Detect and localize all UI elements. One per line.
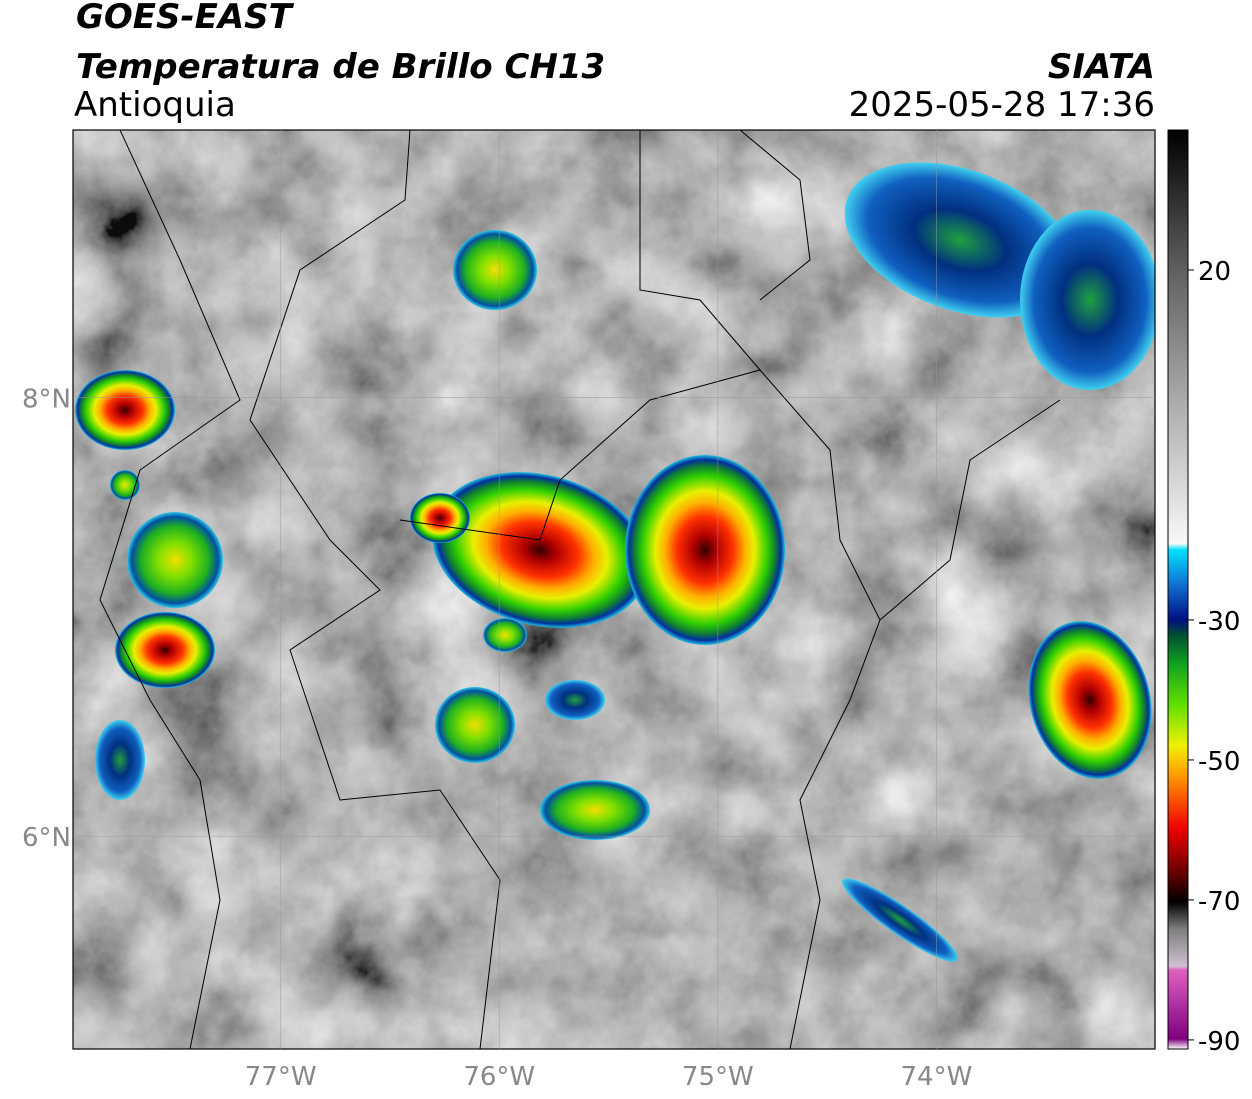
borders [99,130,1061,1049]
storms [75,162,1155,962]
colorbar-tick-label: -70 [1198,887,1240,917]
colorbar-tick-label: -90 [1198,1027,1240,1057]
agency: SIATA [1048,47,1155,87]
colorbar-tick-label: -30 [1198,607,1240,637]
colorbar-tick-label: 20 [1198,257,1231,287]
y-tick-label: 8°N [22,385,71,415]
y-tick-label: 6°N [22,823,71,853]
title: GOES-EAST [76,0,295,37]
ticks: 77°W 76°W 75°W 74°W 8°N 6°N 20 -30 -50 -70 -90 [22,130,1240,1092]
x-tick-label: 75°W [682,1062,754,1092]
colorbar [1167,129,1189,1050]
x-tick-label: 76°W [463,1062,535,1092]
colorbar-tick-label: -50 [1198,747,1240,777]
x-tick-label: 74°W [901,1062,973,1092]
datetime: 2025-05-28 17:36 [849,85,1155,125]
map [73,130,1155,1049]
x-tick-label: 77°W [245,1062,317,1092]
map-frame [72,129,1156,1050]
region: Antioquia [74,85,236,125]
subtitle: Temperatura de Brillo CH13 [76,47,605,87]
